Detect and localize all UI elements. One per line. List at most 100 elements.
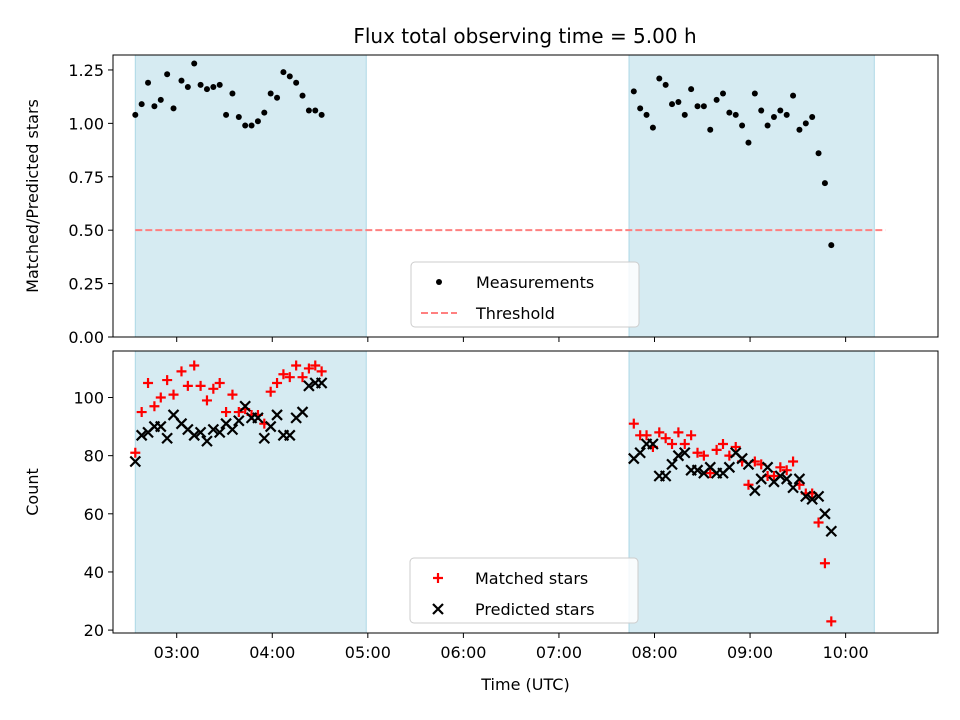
data-point [303,363,314,374]
data-point [825,525,838,538]
data-point [717,439,728,450]
data-point [227,389,238,400]
data-point [203,86,210,93]
y-axis-label: Matched/Predicted stars [23,99,42,293]
data-point [793,473,806,485]
data-point [700,103,707,110]
data-point [707,126,714,133]
data-point [647,438,659,450]
data-point [138,101,145,108]
data-point [235,113,242,120]
data-point [296,406,309,418]
data-point [643,111,650,118]
x-tick-label: 06:00 [440,643,486,662]
data-point [191,60,198,67]
y-tick-label: 100 [73,389,104,408]
data-point [726,109,733,116]
data-point [170,105,177,112]
data-point [229,90,236,97]
data-point [781,465,792,476]
y-tick-label: 0.25 [68,275,104,294]
data-point [819,558,830,569]
data-point [213,426,226,439]
data-point [705,468,716,479]
data-point [732,111,739,118]
data-point [167,409,180,421]
data-point [197,81,204,88]
data-point [768,471,779,482]
legend-box [410,261,640,328]
observing-window-2 [628,350,875,634]
x-tick-label: 04:00 [249,643,295,662]
data-point [145,79,152,86]
data-point [178,77,185,84]
data-point [189,360,200,371]
data-point [239,400,251,413]
data-point [711,444,722,455]
data-point [637,105,644,112]
data-point [758,107,765,114]
data-point [787,481,799,494]
series-matched-stars [130,360,837,627]
data-point [713,96,720,103]
legend-marker [433,573,443,583]
data-point [176,366,187,377]
observing-window-1 [134,54,367,338]
data-point [214,377,225,388]
data-point [802,120,809,127]
x-tick-label: 07:00 [536,643,582,662]
observing-window-2 [628,54,875,338]
data-point [783,111,790,118]
data-point [265,386,276,397]
data-point [749,484,761,497]
y-tick-label: 80 [84,447,104,466]
data-point [188,429,201,442]
data-point [659,470,672,482]
data-point [742,458,755,471]
data-point [673,427,684,438]
data-point [155,420,167,433]
data-point [660,433,671,444]
data-point [691,464,704,476]
data-point [315,377,328,389]
axes-frame [112,350,939,634]
data-point [157,96,164,103]
data-point [299,92,306,99]
data-point [258,432,271,444]
data-point [654,427,665,438]
data-point [796,126,803,133]
legend-label: Predicted stars [475,600,595,619]
data-point [806,493,818,506]
data-point [813,517,824,528]
data-point [242,122,249,129]
series-measurements [132,60,835,249]
data-point [221,407,232,418]
legend: Measurements Threshold [410,261,640,328]
data-point [679,439,690,450]
data-point [272,377,283,388]
data-point [630,88,637,95]
data-point [135,429,148,442]
data-point [151,103,158,110]
data-point [274,94,281,101]
data-point [284,429,296,442]
data-point [305,107,312,114]
data-point [312,107,319,114]
data-point [662,81,669,88]
data-point [774,470,787,482]
data-point [688,86,695,93]
data-point [208,383,219,394]
legend-label: Threshold [475,304,555,323]
data-point [780,473,793,485]
data-point [686,430,697,441]
data-point [261,109,268,116]
data-point [201,435,213,447]
data-point [284,372,295,383]
data-point [267,90,274,97]
y-axis-label: Count [23,468,42,516]
data-point [812,490,825,503]
data-point [775,462,786,473]
data-point [826,616,837,627]
data-point [666,458,678,471]
data-point [692,447,703,458]
